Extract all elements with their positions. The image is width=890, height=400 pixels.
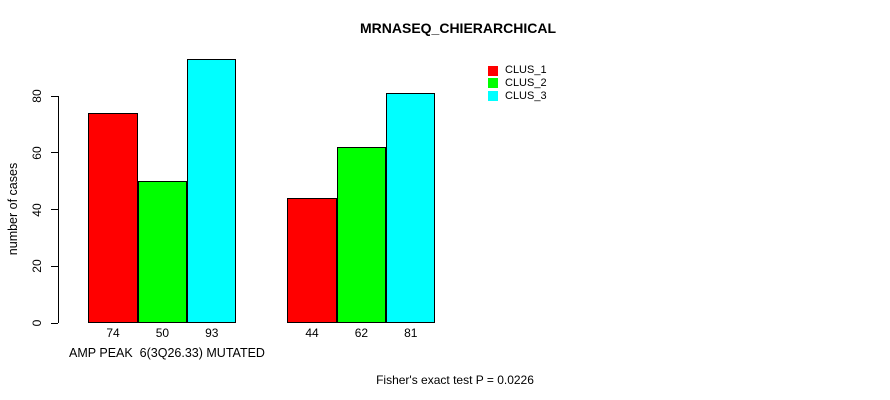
- y-tick: [51, 95, 58, 97]
- bar-value-label: 44: [305, 326, 319, 340]
- y-tick-label: 0: [30, 319, 44, 327]
- chart-title: MRNASEQ_CHIERARCHICAL: [359, 20, 557, 36]
- legend-label-clus_1: CLUS_1: [505, 64, 547, 77]
- legend-swatch-clus_1: [488, 65, 498, 76]
- bar-value-label: 93: [205, 326, 219, 340]
- y-tick-label: 20: [30, 259, 44, 273]
- legend-label-clus_3: CLUS_3: [505, 89, 547, 102]
- y-tick: [51, 265, 58, 267]
- y-tick: [51, 322, 58, 324]
- bar-value-label: 81: [404, 326, 418, 340]
- legend-label-clus_2: CLUS_2: [505, 76, 547, 89]
- bar-clus_2-group2: [336, 147, 387, 323]
- bar-clus_2-group1: [137, 181, 188, 323]
- legend-swatch-clus_3: [488, 91, 498, 102]
- bar-value-label: 74: [106, 326, 120, 340]
- y-tick-label: 60: [30, 146, 44, 160]
- bar-clus_3-group1: [187, 59, 237, 323]
- y-tick: [51, 209, 58, 210]
- fisher-test-annotation: Fisher's exact test P = 0.0226: [376, 373, 534, 387]
- bar-clus_1-group2: [287, 198, 337, 323]
- x-axis-label: AMP PEAK 6(3Q26.33) MUTATED: [69, 346, 265, 360]
- bar-clus_1-group1: [88, 113, 138, 323]
- y-tick-label: 40: [30, 202, 44, 217]
- bar-clus_3-group2: [386, 93, 436, 323]
- legend-swatch-clus_2: [488, 78, 498, 89]
- bar-value-label: 62: [354, 326, 369, 340]
- y-tick: [51, 152, 58, 154]
- y-axis-line: [58, 96, 59, 323]
- bar-value-label: 50: [155, 326, 170, 340]
- y-tick-label: 80: [30, 89, 44, 103]
